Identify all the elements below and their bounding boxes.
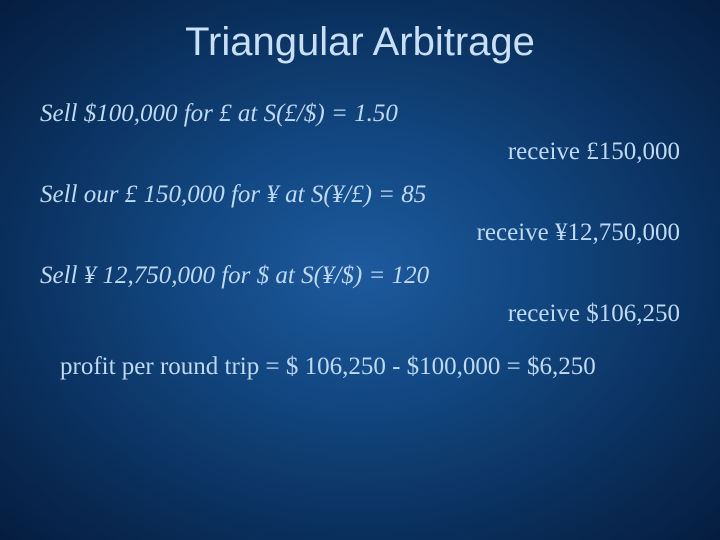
sell-step-1: Sell $100,000 for £ at S(£/$) = 1.50 [40,100,680,128]
receive-step-3: receive $106,250 [40,300,680,328]
sell-step-2: Sell our £ 150,000 for ¥ at S(¥/£) = 85 [40,181,680,209]
slide-container: Triangular Arbitrage Sell $100,000 for £… [0,0,720,540]
profit-summary: profit per round trip = $ 106,250 - $100… [40,353,680,381]
slide-title: Triangular Arbitrage [40,20,680,65]
sell-step-3: Sell ¥ 12,750,000 for $ at S(¥/$) = 120 [40,262,680,290]
receive-step-2: receive ¥12,750,000 [40,219,680,247]
receive-step-1: receive £150,000 [40,138,680,166]
